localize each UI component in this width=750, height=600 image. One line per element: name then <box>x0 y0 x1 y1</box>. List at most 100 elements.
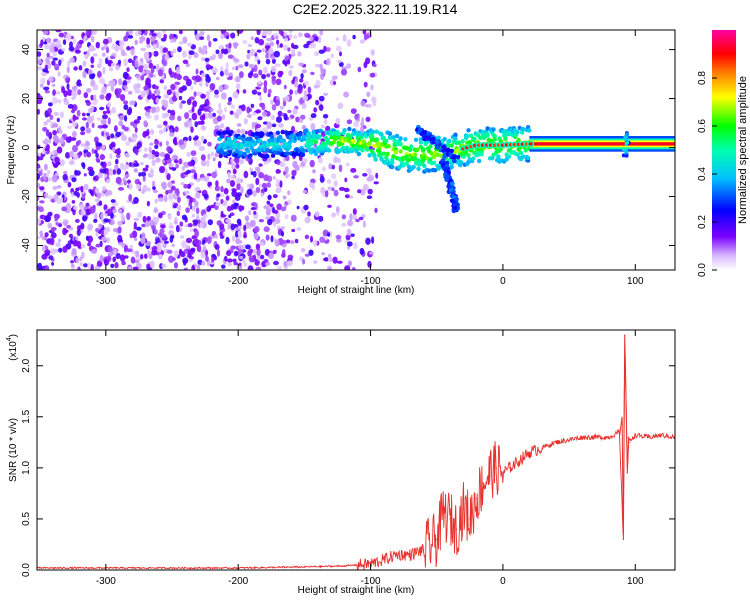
snr-data-point <box>555 441 557 443</box>
heat-cell <box>139 162 144 166</box>
heat-cell <box>82 215 88 222</box>
heat-cell <box>204 57 210 62</box>
heat-cell <box>185 237 193 244</box>
heat-cell <box>199 115 206 121</box>
heat-cell <box>193 141 197 146</box>
heat-cell <box>265 234 270 241</box>
heat-cell <box>83 173 87 177</box>
heat-cell <box>166 89 172 96</box>
heat-cell <box>366 195 373 199</box>
colorbar-tick-label: 0.0 <box>697 263 708 277</box>
heat-cell <box>183 267 188 270</box>
heat-cell <box>212 53 217 60</box>
heat-cell <box>187 250 192 258</box>
heat-cell <box>503 136 508 141</box>
heat-cell <box>82 162 86 170</box>
heat-cell <box>87 262 92 269</box>
heat-cell <box>234 194 241 201</box>
heat-cell <box>124 72 128 80</box>
heat-cell <box>110 263 115 268</box>
heat-cell <box>122 80 128 87</box>
heat-cell <box>191 264 196 270</box>
heat-cell <box>219 231 223 237</box>
heat-cell <box>106 190 113 196</box>
heat-cell <box>371 129 376 135</box>
heat-cell <box>253 226 260 233</box>
heat-cell <box>106 178 111 184</box>
heat-cell <box>230 32 236 39</box>
heat-cell <box>37 262 43 270</box>
heat-cell <box>232 56 237 62</box>
heat-cell <box>164 124 170 129</box>
heat-cell <box>87 166 94 172</box>
heat-cell <box>200 177 206 181</box>
heat-cell <box>211 67 218 74</box>
heat-cell <box>304 216 311 224</box>
heat-cell <box>440 158 446 163</box>
heat-cell <box>206 206 211 213</box>
heat-cell <box>466 128 471 133</box>
heat-cell <box>506 154 512 159</box>
heat-cell <box>301 158 308 163</box>
snr-x-tick-label: 100 <box>627 576 644 587</box>
heat-cell <box>200 159 207 167</box>
heat-cell <box>237 158 245 165</box>
heat-cell <box>318 128 323 133</box>
heat-cell <box>274 63 281 67</box>
heat-cell <box>96 192 102 199</box>
heat-cell <box>151 250 157 256</box>
heat-cell <box>301 125 307 130</box>
heat-cell <box>207 153 211 160</box>
heat-cell <box>315 99 320 106</box>
heat-cell <box>266 73 271 78</box>
heat-cell <box>90 35 95 43</box>
heat-cell <box>136 74 141 79</box>
heat-cell <box>254 55 259 62</box>
heat-cell <box>233 261 238 266</box>
heat-cell <box>294 89 299 95</box>
heat-cell <box>55 222 60 226</box>
heat-cell <box>206 173 212 177</box>
heat-cell <box>247 107 253 112</box>
heat-cell <box>358 216 364 221</box>
snr-data-point <box>171 567 173 569</box>
heat-cell <box>54 217 59 222</box>
heat-cell <box>324 118 328 125</box>
heat-cell <box>261 103 266 111</box>
heat-cell <box>346 228 352 236</box>
snr-data-point <box>456 528 458 530</box>
heat-cell <box>356 151 362 157</box>
heat-cell <box>127 35 134 39</box>
heat-cell <box>144 253 148 259</box>
heat-cell <box>354 113 359 120</box>
heat-cell <box>161 263 167 268</box>
heat-cell <box>370 84 374 91</box>
heat-cell <box>44 44 50 50</box>
heat-cell <box>169 235 174 243</box>
heat-cell <box>71 96 76 101</box>
heat-cell <box>143 63 149 71</box>
heat-cell <box>212 38 218 42</box>
heat-cell <box>236 128 241 134</box>
heat-cell <box>318 156 323 164</box>
heat-cell <box>47 195 54 200</box>
colorbar-tick-label: 0.6 <box>697 119 708 133</box>
heat-cell <box>91 100 98 106</box>
heat-cell <box>372 153 377 158</box>
heat-cell <box>225 218 231 223</box>
heat-cell <box>196 244 202 253</box>
heat-cell <box>227 171 231 179</box>
heat-cell <box>152 216 158 223</box>
heat-cell <box>127 58 133 63</box>
heat-cell <box>346 63 352 69</box>
heat-cell <box>300 152 306 157</box>
heat-cell <box>134 88 141 94</box>
heat-cell <box>54 63 60 70</box>
heat-cell <box>270 114 276 120</box>
heat-cell <box>37 235 41 240</box>
snr-plot-area <box>37 334 675 570</box>
snr-data-point <box>528 452 531 454</box>
heat-cell <box>326 148 332 153</box>
heat-cell <box>301 134 307 140</box>
snr-x-tick-label: 0 <box>500 576 506 587</box>
